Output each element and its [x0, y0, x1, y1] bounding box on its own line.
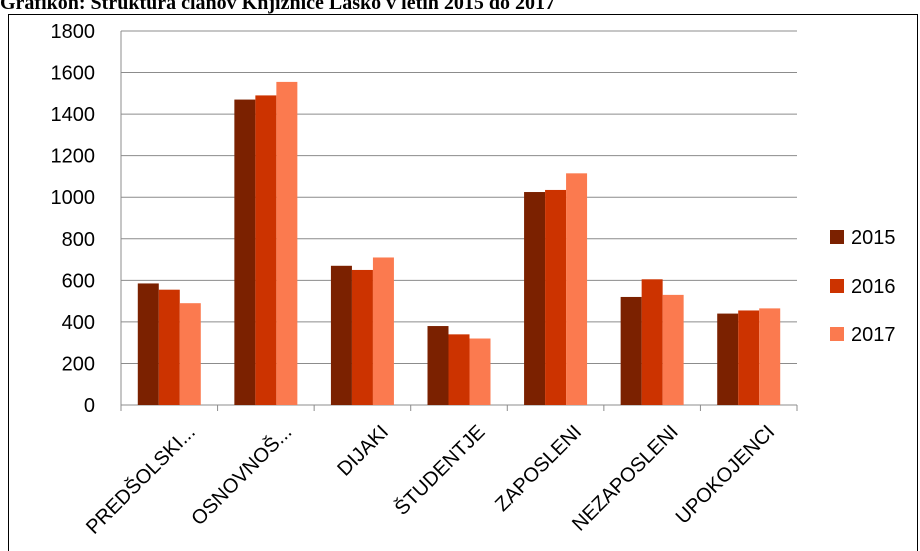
x-category-label: NEZAPOSLENI: [568, 421, 683, 536]
y-tick-label: 400: [62, 312, 95, 334]
legend-label-2015: 2015: [851, 227, 896, 249]
legend-swatch-2017: [830, 327, 844, 341]
bar-2015: [330, 265, 352, 405]
y-tick-label: 1800: [51, 21, 96, 43]
bar-2016: [641, 279, 663, 405]
bar-2017: [276, 81, 298, 406]
bar-2016: [448, 334, 470, 405]
legend-swatch-2015: [830, 230, 844, 244]
bar-2015: [524, 192, 546, 405]
bar-2016: [351, 269, 373, 405]
gridlines: [120, 30, 798, 411]
chart-caption: Grafikon: Struktura članov Knjižnice Laš…: [0, 0, 556, 14]
y-tick-label: 0: [84, 395, 95, 417]
legend-label-2016: 2016: [851, 276, 896, 298]
y-tick-label: 200: [62, 353, 95, 375]
bar-2017: [662, 294, 684, 405]
legend-swatch-2016: [830, 279, 844, 293]
x-category-label: PREDŠOLSKI...: [81, 420, 199, 538]
bar-2017: [372, 257, 394, 405]
bars: [137, 81, 781, 406]
chart-frame: [8, 14, 918, 551]
bar-2016: [255, 95, 277, 406]
y-tick-label: 1200: [51, 146, 96, 168]
y-tick-label: 800: [62, 229, 95, 251]
x-category-label: ŠTUDENTJE: [390, 420, 490, 520]
bar-2016: [545, 189, 567, 405]
legend: 2015 2016 2017: [830, 227, 896, 346]
bar-2015: [717, 313, 739, 405]
bar-2017: [566, 173, 588, 405]
x-category-label: OSNOVNOŠ...: [187, 420, 297, 530]
x-category-label: ZAPOSLENI: [491, 421, 586, 516]
bar-2017: [469, 338, 491, 405]
y-tick-label: 600: [62, 270, 95, 292]
bar-2015: [427, 326, 449, 405]
legend-label-2017: 2017: [851, 324, 896, 346]
bar-2017: [179, 303, 201, 405]
bar-2016: [158, 289, 180, 405]
bar-2015: [620, 296, 642, 405]
y-tick-label: 1600: [51, 63, 96, 85]
x-category-label: DIJAKI: [333, 421, 393, 481]
y-tick-label: 1000: [51, 187, 96, 209]
y-tick-label: 1400: [51, 104, 96, 126]
x-category-label: UPOKOJENCI: [672, 421, 780, 529]
bar-2016: [738, 310, 760, 405]
bar-2015: [137, 283, 159, 405]
bar-2017: [759, 308, 781, 405]
bar-2015: [234, 99, 256, 406]
y-axis-ticks: 0 200 400 600 800 1000 1200 1400 1600 1800: [51, 21, 96, 417]
